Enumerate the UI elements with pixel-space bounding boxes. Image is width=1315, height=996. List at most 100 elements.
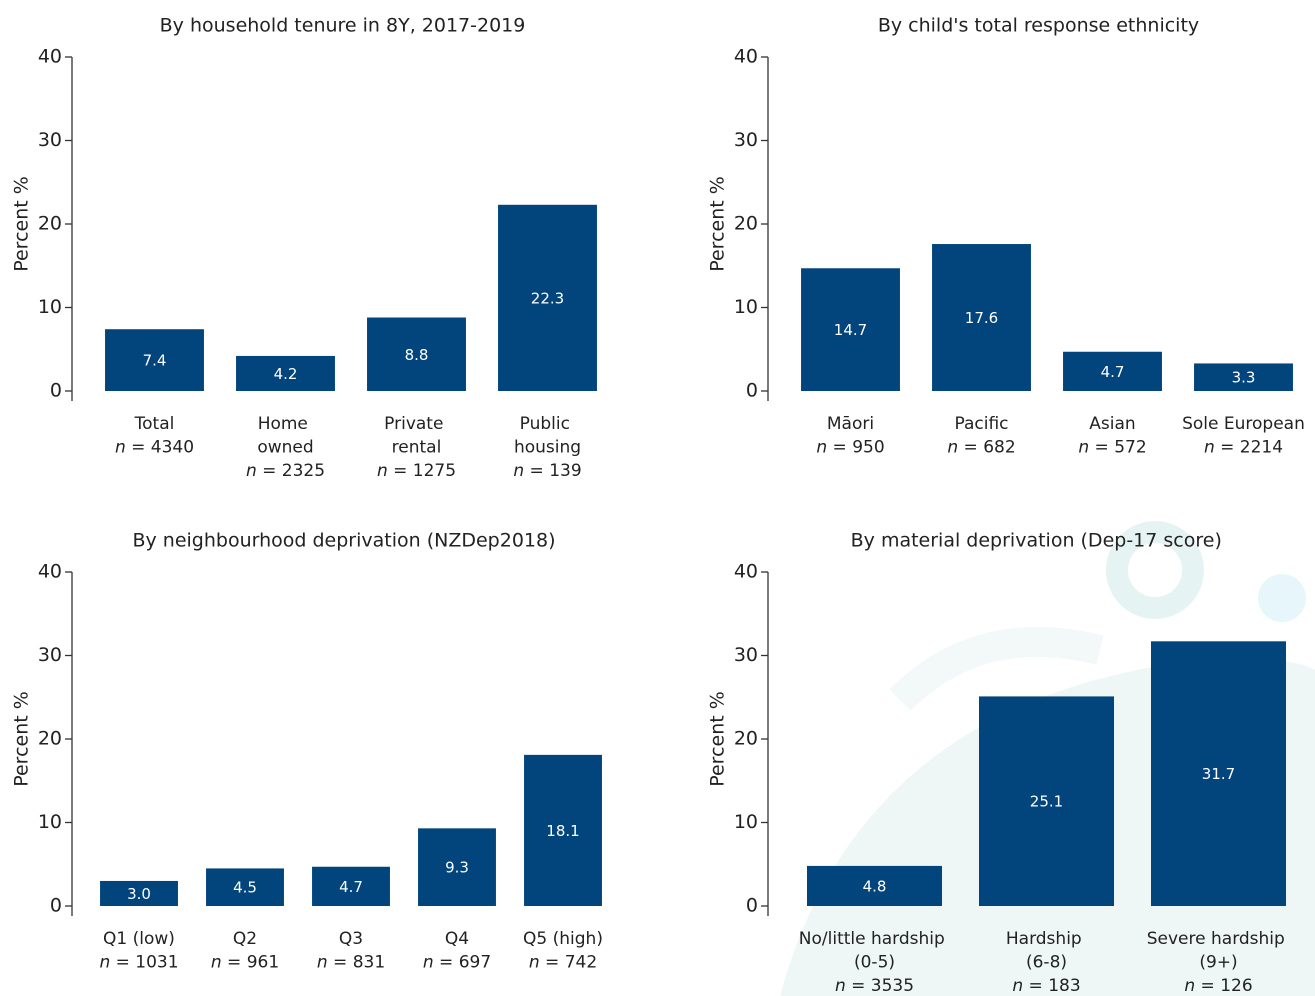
value-label: 4.5 bbox=[233, 879, 257, 897]
x-tick-label-line: Pacific bbox=[954, 414, 1008, 434]
bar bbox=[1063, 351, 1162, 391]
sample-size-value: = 572 bbox=[1089, 438, 1147, 458]
sample-size: n = 961 bbox=[211, 953, 279, 973]
x-tick-label: Q4 bbox=[445, 929, 469, 949]
x-tick-label: Severe hardship (9+) bbox=[1147, 929, 1290, 973]
y-tick-label: 20 bbox=[38, 213, 62, 235]
sample-size-symbol: n bbox=[211, 953, 222, 973]
bar bbox=[801, 268, 900, 391]
bar bbox=[367, 317, 466, 391]
x-tick-label: Asian bbox=[1089, 414, 1135, 434]
sample-size-symbol: n bbox=[1184, 976, 1195, 996]
x-tick-label: Home owned bbox=[257, 414, 313, 458]
sample-size-symbol: n bbox=[115, 438, 126, 458]
sample-size: n = 831 bbox=[317, 953, 385, 973]
x-tick-label-line: Public bbox=[520, 414, 570, 434]
value-label: 4.7 bbox=[339, 878, 363, 896]
value-label: 17.6 bbox=[965, 309, 998, 327]
y-axis-label: Percent % bbox=[707, 176, 729, 272]
y-tick-label: 20 bbox=[734, 213, 758, 235]
bar bbox=[1150, 641, 1287, 906]
x-tick-label-line: housing bbox=[514, 438, 581, 458]
bar bbox=[100, 880, 178, 906]
x-tick-label-line: Q3 bbox=[339, 929, 363, 949]
sample-size-value: = 4340 bbox=[126, 438, 194, 458]
y-tick-label: 30 bbox=[38, 129, 62, 151]
value-label: 9.3 bbox=[445, 859, 469, 877]
sample-size: n = 697 bbox=[423, 953, 491, 973]
sample-size-symbol: n bbox=[1012, 976, 1023, 996]
value-label: 3.0 bbox=[127, 885, 151, 903]
sample-size-symbol: n bbox=[529, 953, 540, 973]
x-tick-label-line: rental bbox=[392, 438, 442, 458]
x-tick-label-line: Severe hardship bbox=[1147, 929, 1285, 949]
x-tick-label: Q3 bbox=[339, 929, 363, 949]
bar bbox=[498, 204, 597, 391]
y-tick-label: 40 bbox=[734, 46, 758, 68]
x-tick-label-line: (6-8) bbox=[1026, 953, 1067, 973]
sample-size-value: = 2325 bbox=[257, 461, 325, 481]
y-tick-label: 0 bbox=[50, 895, 62, 917]
x-tick-label-line: Q2 bbox=[233, 929, 257, 949]
sample-size: n = 139 bbox=[513, 461, 581, 481]
x-tick-label-line: Asian bbox=[1089, 414, 1135, 434]
sample-size: n = 950 bbox=[816, 438, 884, 458]
bar bbox=[105, 329, 204, 391]
sample-size-symbol: n bbox=[317, 953, 328, 973]
sample-size: n = 126 bbox=[1184, 976, 1252, 996]
sample-size: n = 742 bbox=[529, 953, 597, 973]
bar bbox=[236, 355, 335, 391]
value-label: 22.3 bbox=[531, 289, 564, 307]
chart-title: By household tenure in 8Y, 2017-2019 bbox=[160, 15, 526, 37]
sample-size-symbol: n bbox=[377, 461, 388, 481]
x-tick-label-line: Home bbox=[258, 414, 308, 434]
chart-title: By material deprivation (Dep-17 score) bbox=[851, 530, 1222, 552]
y-tick-label: 0 bbox=[746, 895, 758, 917]
y-tick-label: 30 bbox=[734, 644, 758, 666]
x-tick-label-line: Q1 (low) bbox=[103, 929, 175, 949]
sample-size-value: = 742 bbox=[540, 953, 598, 973]
x-tick-label: Public housing bbox=[514, 414, 581, 458]
x-tick-label: Sole European bbox=[1182, 414, 1305, 434]
value-label: 31.7 bbox=[1202, 765, 1235, 783]
x-tick-label: Q1 (low) bbox=[103, 929, 175, 949]
x-tick-label: Total bbox=[134, 414, 175, 434]
bar bbox=[978, 696, 1115, 906]
bar bbox=[806, 865, 943, 906]
x-tick-label-line: Māori bbox=[827, 414, 874, 434]
sample-size-value: = 961 bbox=[222, 953, 280, 973]
bar bbox=[312, 866, 390, 906]
value-label: 7.4 bbox=[143, 352, 167, 370]
y-tick-label: 10 bbox=[38, 811, 62, 833]
sample-size-symbol: n bbox=[99, 953, 110, 973]
x-tick-label: No/little hardship (0-5) bbox=[799, 929, 950, 973]
sample-size-symbol: n bbox=[835, 976, 846, 996]
sample-size-symbol: n bbox=[1204, 438, 1215, 458]
sample-size-value: = 697 bbox=[434, 953, 492, 973]
sample-size-symbol: n bbox=[246, 461, 257, 481]
sample-size-value: = 950 bbox=[827, 438, 885, 458]
sample-size-symbol: n bbox=[1078, 438, 1089, 458]
y-tick-label: 10 bbox=[38, 296, 62, 318]
value-label: 18.1 bbox=[546, 822, 579, 840]
x-tick-label-line: Private bbox=[384, 414, 443, 434]
value-label: 4.8 bbox=[863, 877, 887, 895]
sample-size: n = 1275 bbox=[377, 461, 456, 481]
x-tick-label-line: Sole European bbox=[1182, 414, 1305, 434]
x-tick-label-line: Total bbox=[134, 414, 175, 434]
bar bbox=[932, 244, 1031, 391]
sample-size-symbol: n bbox=[513, 461, 524, 481]
x-tick-label: Pacific bbox=[954, 414, 1008, 434]
x-tick-label-line: Q4 bbox=[445, 929, 469, 949]
sample-size-value: = 126 bbox=[1195, 976, 1253, 996]
y-tick-label: 0 bbox=[50, 380, 62, 402]
y-tick-label: 40 bbox=[38, 561, 62, 583]
sample-size: n = 4340 bbox=[115, 438, 194, 458]
x-tick-label: Hardship (6-8) bbox=[1006, 929, 1087, 973]
y-tick-label: 30 bbox=[38, 644, 62, 666]
sample-size-value: = 1275 bbox=[388, 461, 456, 481]
x-tick-label: Q5 (high) bbox=[523, 929, 603, 949]
value-label: 25.1 bbox=[1030, 793, 1063, 811]
y-tick-label: 0 bbox=[746, 380, 758, 402]
